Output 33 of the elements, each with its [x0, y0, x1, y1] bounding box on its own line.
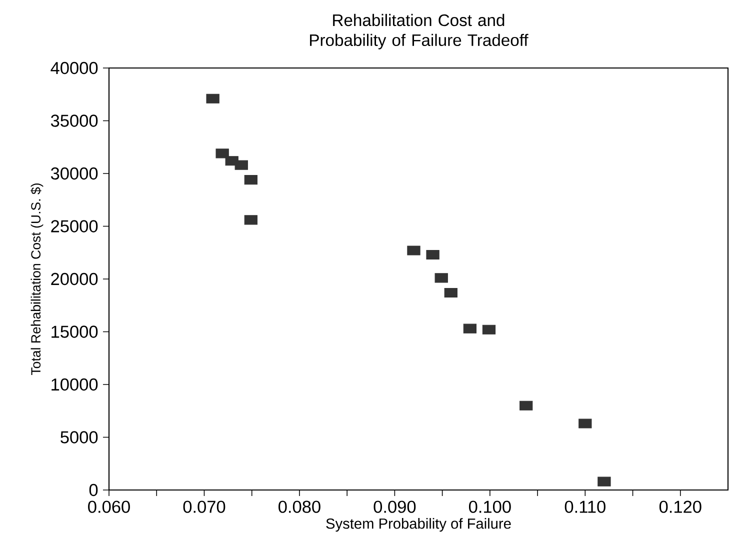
y-tick-label: 40000 [50, 62, 98, 74]
point [426, 250, 440, 260]
point [463, 324, 477, 334]
x-tick-label: 0.100 [468, 500, 511, 513]
point [434, 273, 448, 283]
x-axis-title: System Probability of Failure [326, 518, 511, 532]
y-tick-label: 25000 [51, 220, 98, 232]
y-tick-label: 30000 [50, 167, 98, 180]
y-tick-label: 15000 [52, 326, 98, 338]
chart-title: Rehabilitation Cost and Probability of Failure Tradeoff [310, 14, 528, 50]
x-tick-label: 0.110 [564, 500, 606, 513]
y-tick-label: 20000 [51, 272, 98, 286]
x-tick-label: 0.060 [88, 500, 130, 513]
point [598, 476, 611, 486]
point [234, 160, 248, 170]
y-tick-label: 0 [89, 484, 98, 496]
x-tick-label: 0.090 [374, 500, 416, 513]
y-tick-label: 5000 [60, 431, 98, 444]
point [444, 288, 458, 298]
y-axis-title: Total Rehabilitation Cost (U.S. $) [30, 184, 44, 376]
x-tick-label: 0.120 [659, 500, 702, 513]
point [244, 215, 258, 225]
x-tick-label: 0.070 [183, 500, 226, 513]
x-tick-label: 0.080 [278, 500, 320, 513]
point [578, 418, 592, 428]
point [206, 94, 220, 104]
y-tick-label: 10000 [52, 378, 98, 391]
point [520, 400, 533, 410]
point [244, 175, 258, 185]
point [216, 148, 229, 158]
y-tick-label: 35000 [50, 114, 98, 127]
point [482, 324, 496, 334]
point [407, 246, 420, 256]
